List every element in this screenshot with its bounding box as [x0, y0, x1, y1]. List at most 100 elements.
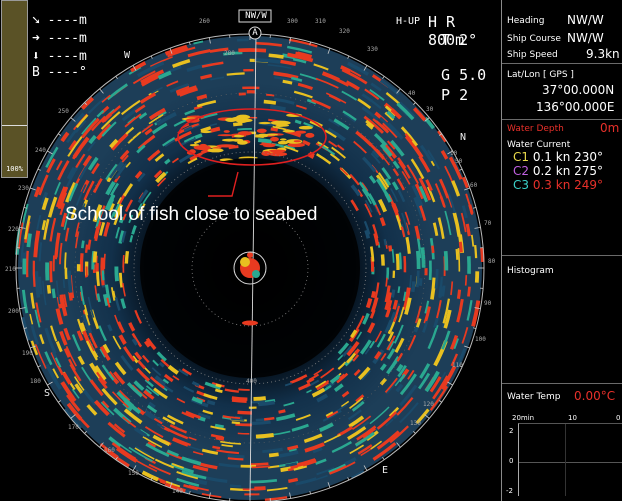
echo-arc [467, 256, 471, 274]
echo-arc [373, 132, 388, 147]
latlon-source: [ GPS ] [543, 70, 574, 80]
bearing-label-b150: 150 [128, 470, 139, 477]
echo-arc [442, 298, 451, 324]
echo-arc [468, 204, 474, 215]
ship-circle [233, 251, 267, 285]
speed-label: Ship Speed [507, 50, 558, 60]
echo-arc [118, 334, 127, 345]
echo-arc [165, 480, 181, 488]
bearing-tick [47, 381, 53, 386]
current-row-c3: C3 0.3 kn 249° [513, 178, 603, 192]
echo-arc [374, 330, 382, 343]
echo-arc [384, 178, 392, 187]
echo-arc [369, 88, 385, 102]
echo-arc [94, 365, 107, 381]
bearing-tick [70, 117, 76, 122]
echo-arc [306, 98, 317, 105]
echo-arc [248, 406, 257, 409]
bearing-tick [189, 491, 191, 495]
echo-arc [197, 461, 218, 470]
bearing-label-b200: 200 [8, 308, 19, 315]
echo-arc [193, 40, 204, 45]
sonar-echo-plot[interactable] [0, 0, 500, 501]
echo-arc [268, 452, 279, 458]
echo-arc [430, 277, 437, 300]
echo-arc [149, 56, 173, 68]
echo-arc [342, 345, 353, 357]
echo-arc [385, 418, 394, 427]
echo-arc [32, 260, 36, 287]
echo-arc [206, 399, 216, 406]
echo-arc [215, 435, 225, 441]
echo-arc [238, 92, 246, 96]
current-c3-name: C3 [513, 178, 530, 192]
echo-arc [416, 238, 421, 250]
bearing-label-b180: 180 [30, 378, 41, 385]
echo-arc [62, 371, 72, 385]
echo-arc [85, 340, 98, 361]
echo-arc [144, 340, 151, 348]
echo-arc [223, 51, 243, 56]
echo-arc [210, 126, 221, 133]
echo-arc [372, 224, 379, 239]
temp-value: 0.00°C [574, 389, 616, 403]
bearing-tick [309, 41, 311, 45]
echo-arc [80, 240, 85, 249]
temp-axis-x-1: 10 [568, 414, 577, 422]
echo-arc [346, 341, 360, 357]
echo-arc [392, 299, 399, 310]
echo-arc [254, 58, 281, 64]
echo-arc [104, 284, 112, 304]
echo-arc [129, 235, 134, 243]
echo-arc [120, 298, 127, 309]
bearing-tick [23, 327, 27, 329]
echo-arc [386, 267, 390, 280]
echo-arc [69, 363, 82, 382]
echo-arc [379, 377, 387, 386]
echo-arc [460, 212, 467, 233]
echo-arc [380, 352, 387, 362]
echo-arc [141, 123, 154, 133]
echo-arc [340, 65, 352, 74]
ship-marker-label: A [252, 28, 258, 38]
echo-arc [369, 246, 375, 262]
echo-arc [79, 286, 85, 305]
fish-school-echo [232, 138, 244, 142]
echo-arc [185, 410, 201, 419]
bottom-echo-blip [242, 320, 258, 326]
echo-arc [124, 398, 135, 407]
sonar-display[interactable]: 100% ➘ ----m ➜ ----m ⬇ ----m B ----° H-U… [0, 0, 500, 501]
echo-arc [289, 448, 297, 452]
bearing-tick [464, 345, 471, 349]
bearing-label-s: S [44, 388, 51, 399]
bearing-tick [459, 168, 463, 171]
bearing-label-b140: 140 [172, 488, 183, 495]
bearing-tick [150, 477, 153, 481]
bearing-tick [58, 400, 62, 403]
current-c2-speed: 0.2 kn [532, 164, 571, 178]
echo-arc [434, 268, 439, 289]
echo-arc [79, 253, 84, 272]
echo-arc [423, 306, 431, 324]
echo-arc [264, 416, 275, 421]
echo-arc [122, 416, 137, 428]
echo-arc [363, 115, 384, 134]
echo-arc [361, 426, 376, 439]
echo-arc [401, 170, 411, 185]
bearing-tick [347, 55, 350, 59]
echo-arc [215, 383, 222, 388]
echo-arc [74, 222, 80, 238]
bearing-tick [459, 365, 463, 368]
echo-arc [318, 143, 336, 156]
echo-arc [395, 253, 400, 271]
echo-arc [145, 337, 157, 351]
echo-arc [474, 271, 480, 283]
echo-arc [109, 182, 120, 196]
current-c1-dir: 230° [574, 150, 604, 164]
echo-arc [242, 86, 260, 90]
echo-arc [429, 385, 449, 411]
echo-arc [131, 332, 143, 348]
echo-arc [124, 250, 130, 264]
heading-value: NW/W [567, 13, 604, 27]
echo-arc [331, 146, 346, 159]
